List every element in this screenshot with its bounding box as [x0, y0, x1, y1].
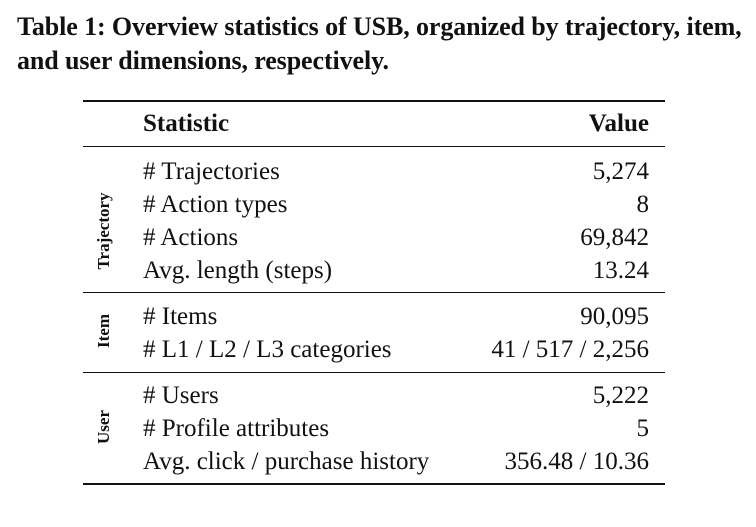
row-statistic: Avg. length (steps)	[143, 257, 333, 284]
row-value: 8	[636, 191, 650, 218]
row-value: 356.48 / 10.36	[504, 448, 649, 475]
row-statistic: # Action types	[143, 191, 288, 218]
table-row: # Items 90,095	[143, 300, 649, 333]
row-value: 90,095	[580, 303, 649, 330]
row-value: 5,274	[592, 158, 649, 185]
row-statistic: # Trajectories	[143, 158, 280, 185]
table-row: Avg. length (steps) 13.24	[143, 254, 649, 287]
row-value: 5,222	[592, 382, 649, 409]
table-row: # Users 5,222	[143, 379, 649, 412]
row-statistic: # Actions	[143, 224, 239, 251]
row-statistic: # Items	[143, 303, 218, 330]
table-row: # Actions 69,842	[143, 221, 649, 254]
table-row: # Action types 8	[143, 188, 649, 221]
table-row: # Trajectories 5,274	[143, 155, 649, 188]
table-row: # L1 / L2 / L3 categories 41 / 517 / 2,2…	[143, 333, 649, 366]
group-rule	[83, 292, 665, 293]
column-header-statistic: Statistic	[143, 110, 230, 137]
table-row: Avg. click / purchase history 356.48 / 1…	[143, 445, 649, 478]
row-statistic: # Users	[143, 382, 219, 409]
row-value: 5	[636, 415, 650, 442]
table-row: # Profile attributes 5	[143, 412, 649, 445]
group-rule	[83, 372, 665, 373]
row-value: 41 / 517 / 2,256	[491, 336, 649, 363]
bottom-rule	[83, 483, 665, 485]
table-caption: Table 1: Overview statistics of USB, org…	[17, 12, 742, 75]
top-rule	[83, 100, 665, 102]
header-rule	[83, 146, 665, 147]
row-statistic: # L1 / L2 / L3 categories	[143, 336, 392, 363]
group-label-user: User	[94, 410, 113, 444]
row-statistic: Avg. click / purchase history	[143, 448, 430, 475]
row-value: 13.24	[592, 257, 649, 284]
row-value: 69,842	[580, 224, 649, 251]
row-statistic: # Profile attributes	[143, 415, 330, 442]
column-header-value: Value	[588, 110, 649, 137]
